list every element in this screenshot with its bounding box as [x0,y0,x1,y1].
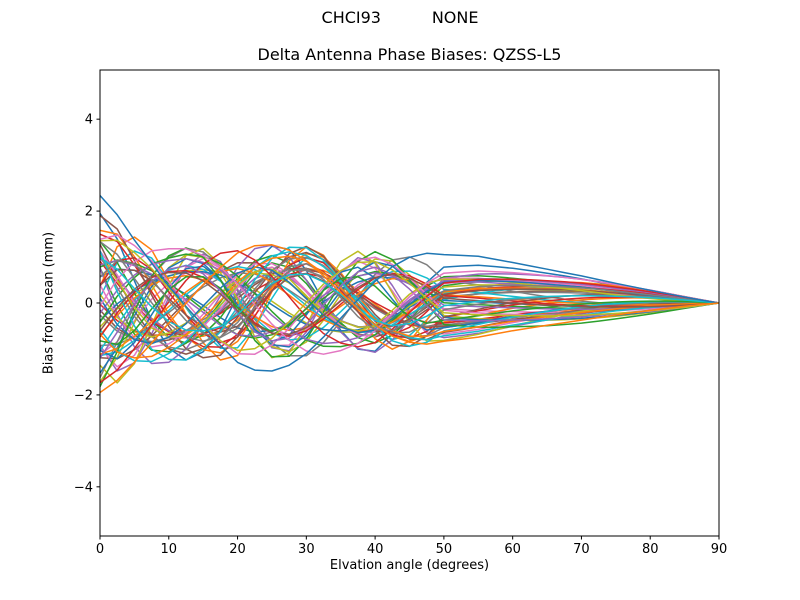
y-tick-label: −2 [74,388,93,403]
y-tick-label: −4 [74,480,93,495]
x-tick-label: 80 [642,542,659,557]
x-tick-label: 90 [711,542,728,557]
bias-curve [100,255,719,359]
y-tick-label: 0 [85,297,93,312]
x-tick-label: 30 [298,542,315,557]
bias-curve [100,250,719,384]
x-axis-label: Elvation angle (degrees) [329,558,490,573]
bias-curve [100,259,719,339]
x-tick-label: 40 [367,542,384,557]
x-axis-ticks: 0 10 20 30 40 50 60 70 80 90 [96,536,727,557]
bias-curve [100,246,719,361]
x-tick-label: 20 [229,542,246,557]
bias-curve [100,256,719,332]
bias-curve [100,248,719,355]
x-tick-label: 60 [504,542,521,557]
bias-curve [100,244,719,394]
bias-curve [100,255,719,338]
figure-suptitle: CHCI93 NONE [321,8,479,27]
bias-curve [100,271,719,336]
bias-curve [100,275,719,346]
y-tick-label: 2 [85,205,93,220]
bias-curve [100,247,719,388]
x-tick-label: 50 [436,542,453,557]
bias-curve [100,195,719,372]
y-tick-label: 4 [85,113,93,128]
x-tick-label: 0 [96,542,104,557]
y-axis-label: Bias from mean (mm) [41,231,57,375]
bias-curve [100,268,719,333]
x-tick-label: 10 [161,542,178,557]
bias-curve [100,254,719,351]
x-tick-label: 70 [573,542,590,557]
bias-curves [100,195,719,394]
y-axis-ticks: −4 −2 0 2 4 [74,113,100,495]
axes-title: Delta Antenna Phase Biases: QZSS-L5 [257,45,562,64]
bias-curve [100,257,719,345]
